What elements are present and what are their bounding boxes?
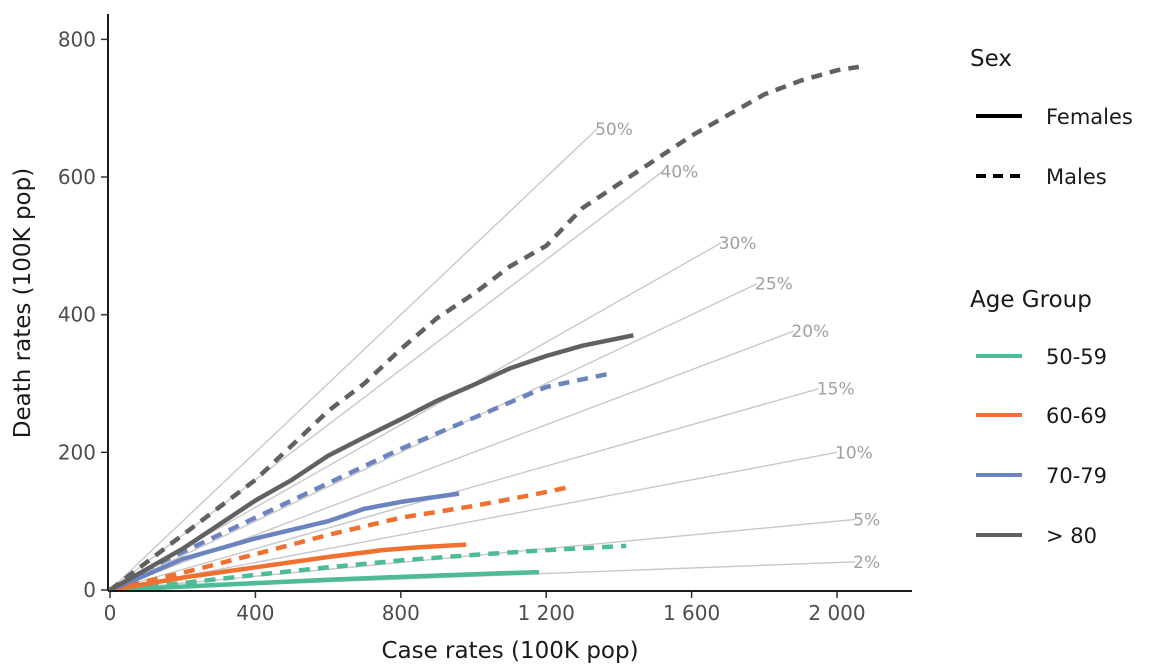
legend-sex-title: Sex — [970, 46, 1012, 72]
reference-label-5pct: 5% — [853, 510, 880, 530]
legend-age-60-69-label: 60-69 — [1046, 404, 1107, 428]
series-line-80-females — [108, 333, 634, 592]
reference-line-15pct — [109, 387, 820, 591]
reference-line-25pct — [109, 283, 758, 591]
axes — [107, 14, 912, 592]
legend-age-80plus-label: > 80 — [1046, 524, 1097, 548]
reference-label-15pct: 15% — [817, 380, 855, 400]
legend-age-70-79-label: 70-79 — [1046, 464, 1107, 488]
series-line-6069-males — [109, 485, 569, 593]
x-tick-label: 1 600 — [663, 601, 720, 625]
series-line-7079-females — [109, 491, 460, 593]
legend-sex-males-label: Males — [1046, 165, 1107, 189]
legend: Sex Females Males Age Group 50-59 60-69 … — [970, 46, 1133, 548]
series-line-80-males — [108, 64, 860, 592]
y-ticks: 0 200 400 600 800 — [58, 27, 108, 602]
legend-age-50-59-label: 50-59 — [1046, 345, 1107, 369]
y-tick-label: 200 — [58, 440, 96, 464]
reference-label-20pct: 20% — [791, 322, 829, 342]
y-tick-label: 400 — [58, 303, 96, 327]
x-tick-label: 1 200 — [518, 601, 575, 625]
reference-label-50pct: 50% — [595, 120, 633, 140]
series-line-5059-males — [109, 543, 627, 593]
y-tick-label: 0 — [83, 578, 96, 602]
x-axis-title: Case rates (100K pop) — [381, 638, 638, 664]
x-tick-label: 0 — [104, 601, 117, 625]
legend-sex-females-label: Females — [1046, 105, 1133, 129]
reference-label-2pct: 2% — [853, 553, 880, 573]
x-ticks: 0 400 800 1 200 1 600 2 000 — [104, 591, 866, 625]
reference-line-5pct — [109, 518, 856, 591]
x-tick-label: 2 000 — [808, 601, 865, 625]
reference-line-50pct — [109, 128, 598, 591]
x-tick-label: 400 — [236, 601, 274, 625]
y-tick-label: 800 — [58, 27, 96, 51]
reference-label-40pct: 40% — [661, 163, 699, 183]
legend-age-title: Age Group — [970, 287, 1092, 313]
reference-line-30pct — [109, 242, 722, 591]
reference-label-30pct: 30% — [719, 234, 757, 254]
y-axis-title: Death rates (100K pop) — [10, 168, 36, 438]
reference-line-10pct — [109, 451, 838, 591]
series-lines — [108, 64, 860, 593]
reference-label-10pct: 10% — [835, 443, 873, 463]
y-tick-label: 600 — [58, 165, 96, 189]
series-line-5059-females — [109, 569, 539, 593]
x-tick-label: 800 — [382, 601, 420, 625]
series-line-6069-females — [109, 542, 467, 593]
reference-label-25pct: 25% — [755, 275, 793, 295]
